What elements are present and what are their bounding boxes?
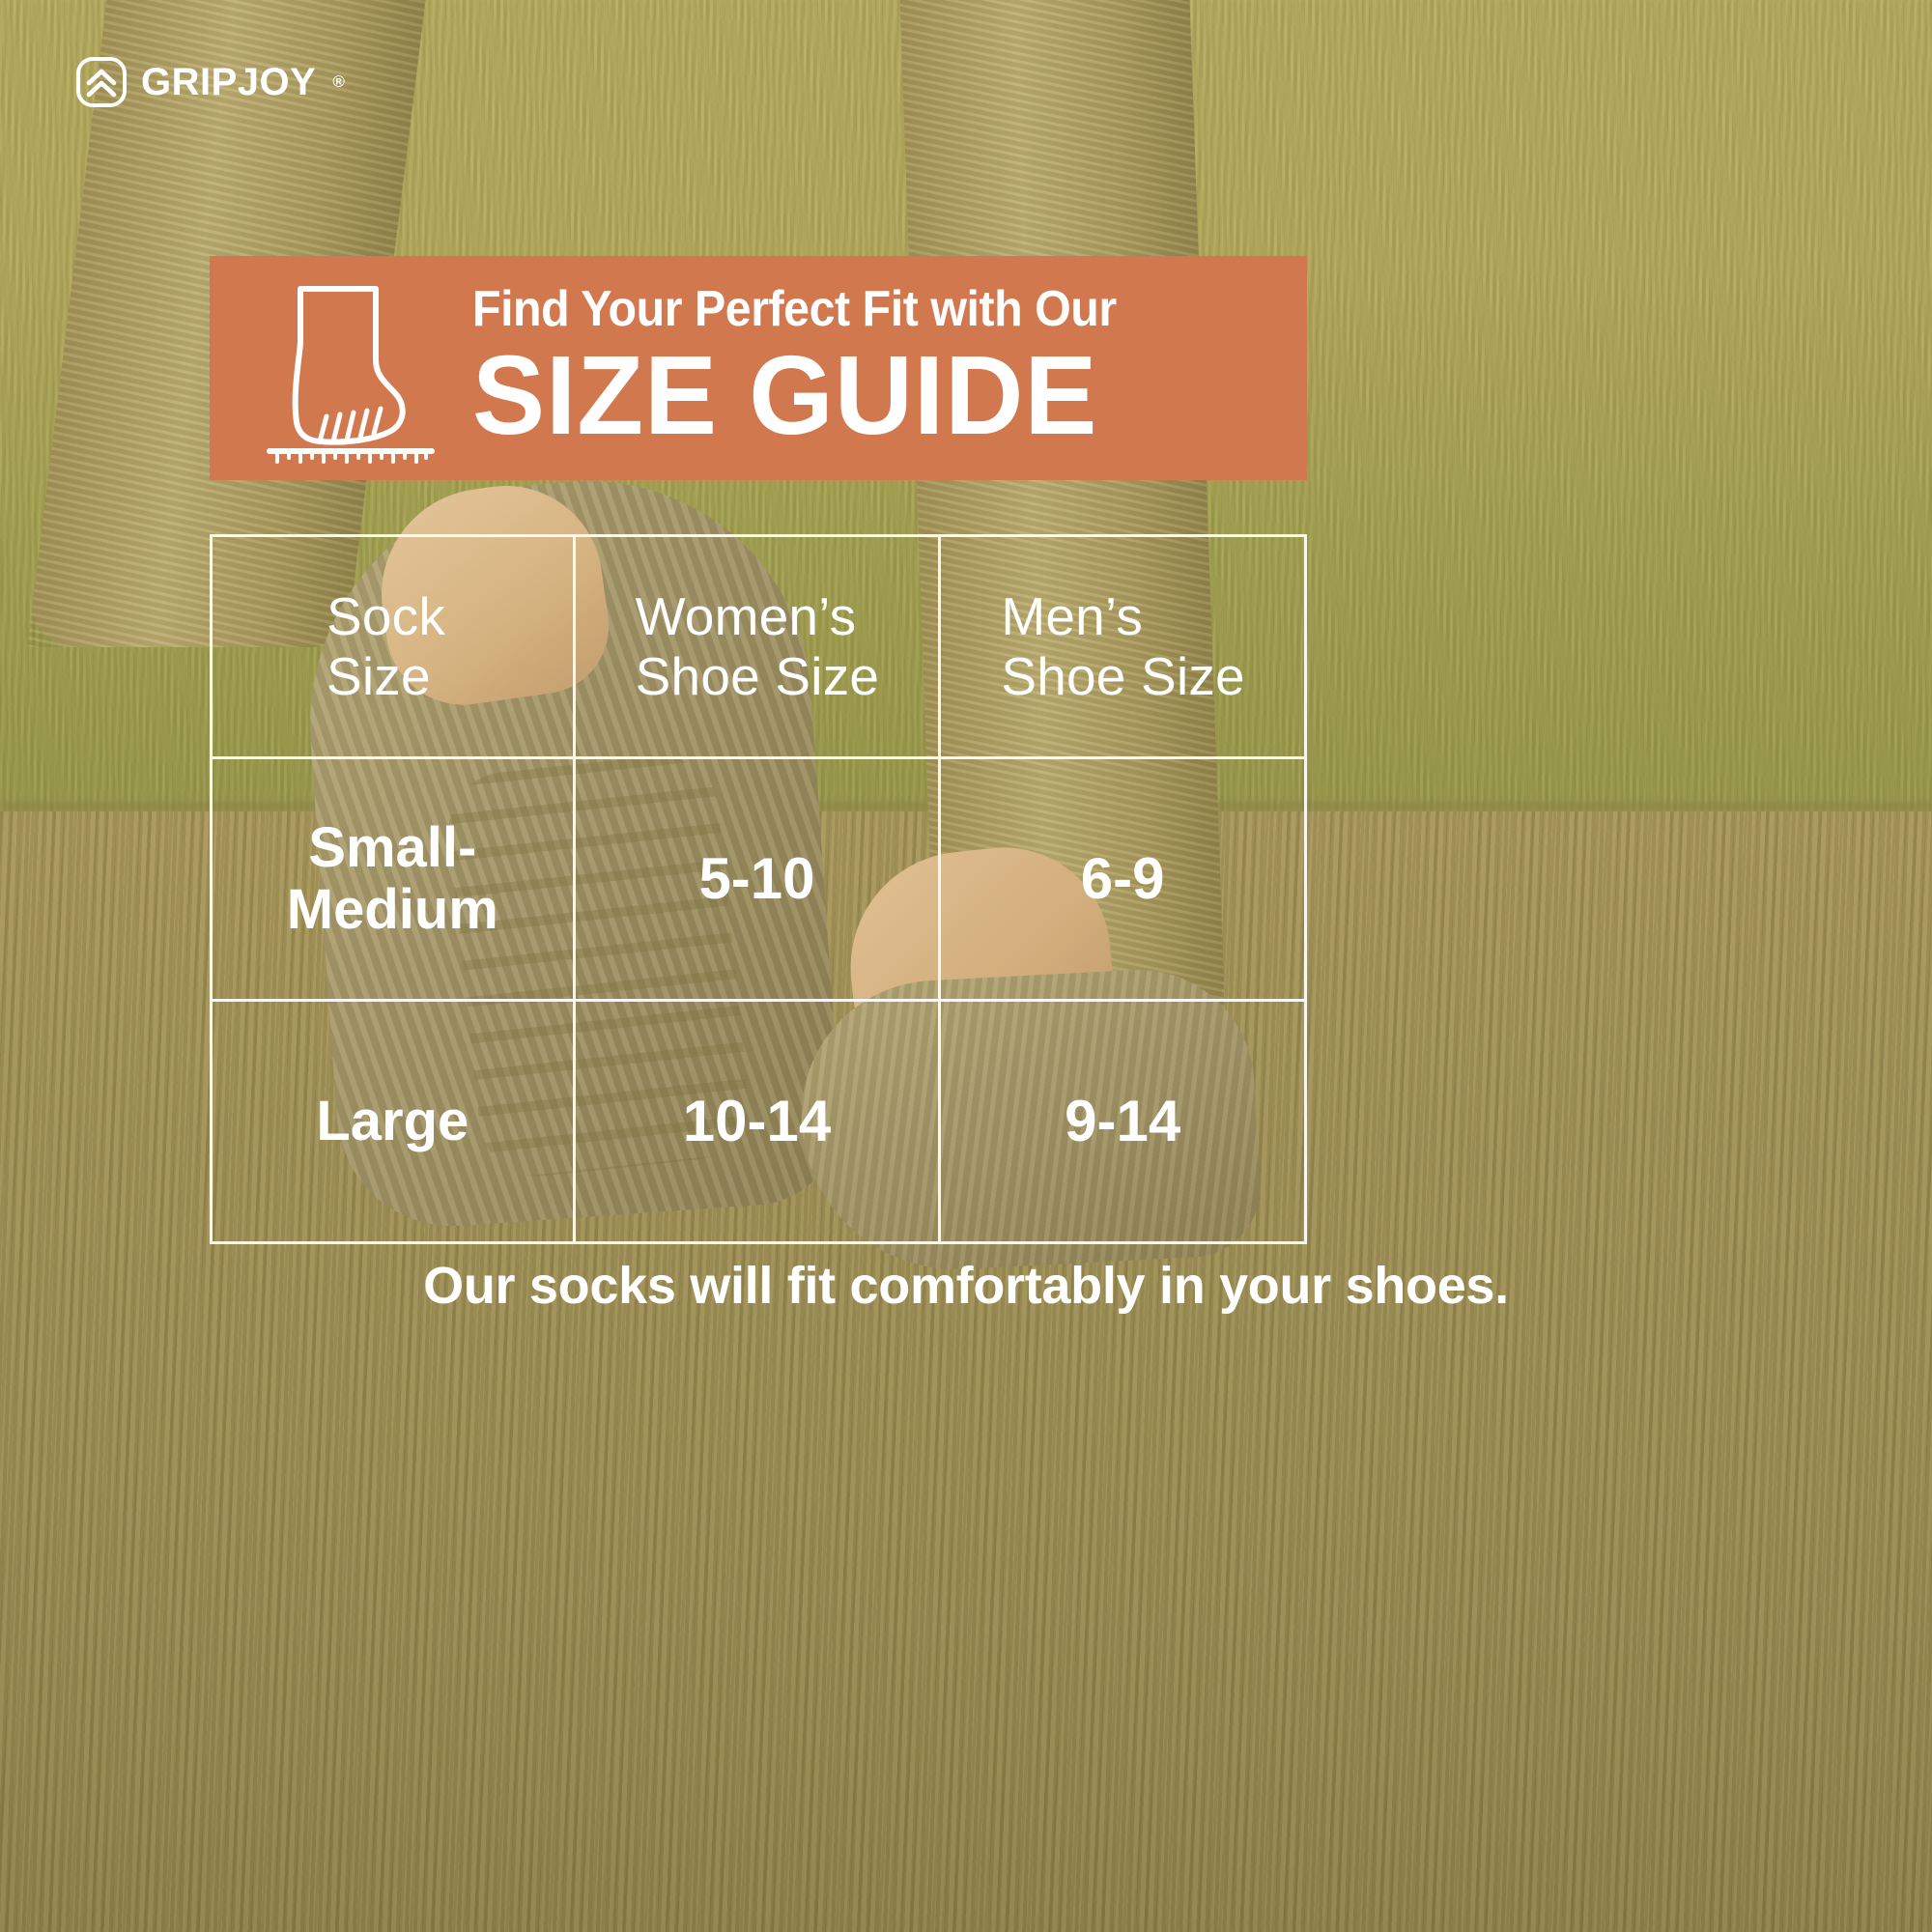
banner-title: SIZE GUIDE: [472, 331, 1098, 458]
header-line-2: Shoe Size: [1001, 645, 1245, 706]
table-row: 10-14: [575, 1002, 942, 1244]
cell-sock-size: Large: [316, 1090, 469, 1153]
header-line-1: Women’s: [635, 585, 857, 646]
header-line-2: Size: [327, 645, 431, 706]
footer-note: Our socks will fit comfortably in your s…: [423, 1257, 1509, 1315]
table-row: 5-10: [575, 759, 942, 1002]
foot-with-ruler-icon: [260, 271, 440, 465]
cell-sock-size: Small-Medium: [286, 816, 498, 941]
brand-name: GRIPJOY: [141, 61, 317, 103]
header-line-1: Sock: [327, 585, 446, 646]
table-row: 9-14: [941, 1002, 1307, 1244]
table-header-sock-size: Sock Size: [210, 534, 576, 759]
cell-mens-size: 6-9: [1080, 846, 1165, 911]
table-row: 6-9: [941, 759, 1307, 1002]
brand-logo: GRIPJOY ®: [75, 56, 345, 108]
table-header-mens-shoe-size: Men’s Shoe Size: [941, 534, 1307, 759]
header-line-1: Men’s: [1001, 585, 1144, 646]
registered-trademark-icon: ®: [332, 72, 345, 91]
table-row: Small-Medium: [210, 759, 576, 1002]
banner-text-block: Find Your Perfect Fit with Our SIZE GUID…: [472, 284, 1165, 452]
table-row: Large: [210, 1002, 576, 1244]
banner-eyebrow: Find Your Perfect Fit with Our: [472, 280, 1117, 337]
cell-mens-size: 9-14: [1065, 1089, 1181, 1153]
size-guide-banner: Find Your Perfect Fit with Our SIZE GUID…: [210, 256, 1307, 480]
table-header-womens-shoe-size: Women’s Shoe Size: [575, 534, 942, 759]
size-table: Sock Size Women’s Shoe Size Men’s Shoe S…: [210, 534, 1307, 1244]
header-line-2: Shoe Size: [635, 645, 880, 706]
cell-womens-size: 10-14: [682, 1089, 832, 1153]
chevron-badge-icon: [75, 56, 128, 108]
cell-womens-size: 5-10: [698, 846, 815, 911]
